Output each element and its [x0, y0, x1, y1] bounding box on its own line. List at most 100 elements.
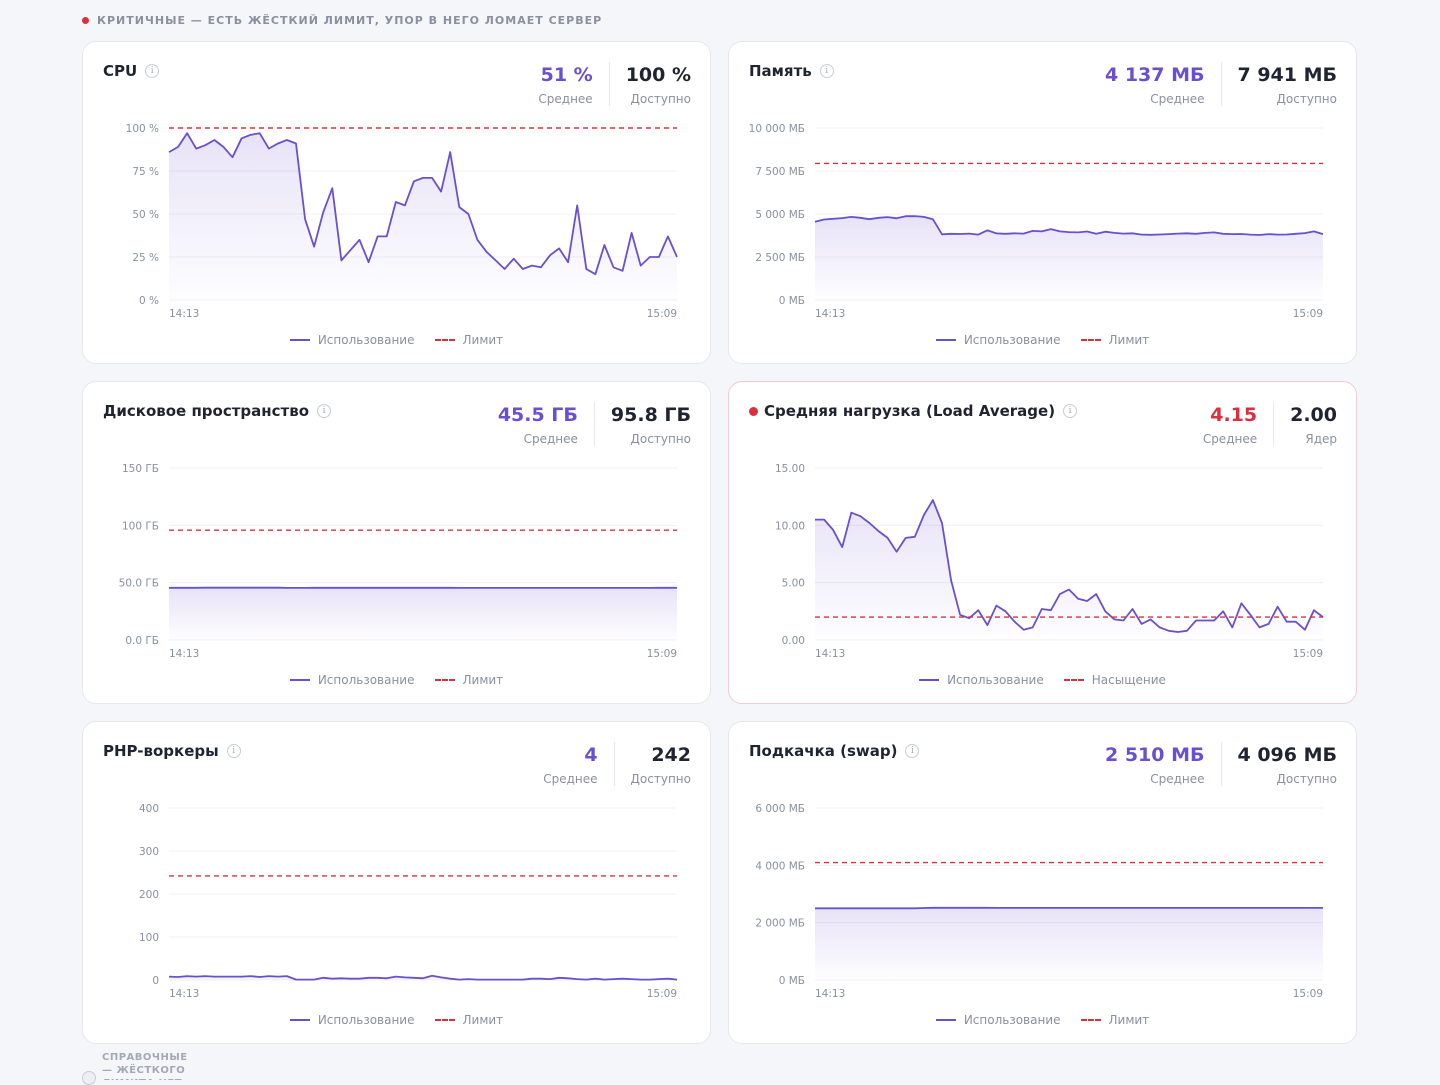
- legend-item-usage[interactable]: Использование: [290, 673, 415, 687]
- y-tick-label: 100 %: [126, 123, 159, 135]
- chart-legend: Использование Лимит: [729, 333, 1356, 347]
- y-tick-label: 200: [139, 889, 159, 901]
- usage-area: [815, 908, 1323, 980]
- legend-label-usage: Использование: [318, 1013, 415, 1027]
- y-tick-label: 7 500 МБ: [755, 166, 805, 178]
- legend-swatch-usage: [936, 1019, 956, 1021]
- y-tick-label: 50.0 ГБ: [119, 578, 159, 590]
- metric-card-load-average: Средняя нагрузка (Load Average) i 4.15 С…: [728, 381, 1357, 704]
- legend-label-limit: Лимит: [1109, 333, 1150, 347]
- legend-label-limit: Лимит: [1109, 1013, 1150, 1027]
- legend-label-limit: Лимит: [463, 673, 504, 687]
- legend-label-limit: Насыщение: [1092, 673, 1166, 687]
- critical-dot-icon: [82, 17, 89, 24]
- metric-card-memory: Память i 4 137 МБ Среднее 7 941 МБ Досту…: [728, 41, 1357, 364]
- footer-section-title: СПРАВОЧНЫЕ — ЖЁСТКОГО ЛИМИТА НЕТ: [102, 1051, 202, 1080]
- chart-legend: Использование Насыщение: [729, 673, 1356, 687]
- y-tick-label: 0 МБ: [779, 295, 805, 307]
- legend-swatch-usage: [290, 679, 310, 681]
- x-tick-label-end: 15:09: [647, 988, 677, 1000]
- x-tick-label-end: 15:09: [1293, 988, 1323, 1000]
- x-tick-label-start: 14:13: [169, 648, 199, 660]
- metric-card-swap: Подкачка (swap) i 2 510 МБ Среднее 4 096…: [728, 721, 1357, 1044]
- legend-item-limit[interactable]: Лимит: [435, 673, 504, 687]
- legend-item-limit[interactable]: Насыщение: [1064, 673, 1166, 687]
- legend-item-limit[interactable]: Лимит: [435, 1013, 504, 1027]
- metric-card-cpu: CPU i 51 % Среднее 100 % Доступно 0 %25 …: [82, 41, 711, 364]
- legend-swatch-usage: [936, 339, 956, 341]
- legend-item-usage[interactable]: Использование: [936, 333, 1061, 347]
- usage-chart[interactable]: 0 % 25 % 50 % 75 % 100 % 14:13 15:09: [83, 42, 710, 332]
- chart-legend: Использование Лимит: [83, 333, 710, 347]
- x-tick-label-end: 15:09: [647, 308, 677, 320]
- section-header-critical: КРИТИЧНЫЕ — ЕСТЬ ЖЁСТКИЙ ЛИМИТ, УПОР В Н…: [82, 12, 602, 28]
- legend-item-limit[interactable]: Лимит: [435, 333, 504, 347]
- legend-label-usage: Использование: [947, 673, 1044, 687]
- y-tick-label: 5.00: [782, 578, 805, 590]
- y-tick-label: 4 000 МБ: [755, 860, 805, 872]
- legend-swatch-limit: [1081, 1019, 1101, 1021]
- usage-chart[interactable]: 0.0 ГБ 50.0 ГБ 100 ГБ 150 ГБ 14:13 15:09: [83, 382, 710, 672]
- legend-item-usage[interactable]: Использование: [290, 333, 415, 347]
- legend-item-usage[interactable]: Использование: [936, 1013, 1061, 1027]
- y-tick-label: 100 ГБ: [122, 520, 159, 532]
- x-tick-label-start: 14:13: [169, 308, 199, 320]
- usage-chart[interactable]: 0.00 5.00 10.00 15.00 14:13 15:09: [729, 382, 1356, 672]
- y-tick-label: 6 000 МБ: [755, 803, 805, 815]
- y-tick-label: 100: [139, 932, 159, 944]
- y-tick-label: 0 МБ: [779, 975, 805, 987]
- x-tick-label-start: 14:13: [815, 648, 845, 660]
- chart-legend: Использование Лимит: [83, 1013, 710, 1027]
- legend-label-usage: Использование: [964, 1013, 1061, 1027]
- usage-area: [169, 588, 677, 640]
- y-tick-label: 15.00: [775, 463, 805, 475]
- legend-swatch-limit: [435, 679, 455, 681]
- y-tick-label: 0 %: [139, 295, 159, 307]
- usage-line: [815, 908, 1323, 909]
- chart-legend: Использование Лимит: [729, 1013, 1356, 1027]
- y-tick-label: 150 ГБ: [122, 463, 159, 475]
- y-tick-label: 25 %: [132, 252, 159, 264]
- y-tick-label: 0.0 ГБ: [125, 635, 159, 647]
- legend-item-limit[interactable]: Лимит: [1081, 333, 1150, 347]
- usage-chart[interactable]: 0 МБ 2 500 МБ 5 000 МБ 7 500 МБ 10 000 МБ 14:…: [729, 42, 1356, 332]
- x-tick-label-end: 15:09: [1293, 648, 1323, 660]
- collapse-toggle-icon[interactable]: [82, 1071, 96, 1085]
- y-tick-label: 0.00: [782, 635, 805, 647]
- x-tick-label-start: 14:13: [815, 308, 845, 320]
- y-tick-label: 50 %: [132, 209, 159, 221]
- legend-swatch-usage: [290, 1019, 310, 1021]
- legend-swatch-limit: [1081, 339, 1101, 341]
- legend-label-limit: Лимит: [463, 333, 504, 347]
- legend-swatch-usage: [919, 679, 939, 681]
- legend-item-usage[interactable]: Использование: [290, 1013, 415, 1027]
- legend-swatch-limit: [435, 1019, 455, 1021]
- usage-area: [815, 500, 1323, 640]
- x-tick-label-start: 14:13: [169, 988, 199, 1000]
- usage-area: [815, 216, 1323, 300]
- legend-swatch-limit: [1064, 679, 1084, 681]
- chart-legend: Использование Лимит: [83, 673, 710, 687]
- y-tick-label: 10.00: [775, 520, 805, 532]
- legend-label-limit: Лимит: [463, 1013, 504, 1027]
- legend-swatch-usage: [290, 339, 310, 341]
- legend-swatch-limit: [435, 339, 455, 341]
- y-tick-label: 75 %: [132, 166, 159, 178]
- legend-item-usage[interactable]: Использование: [919, 673, 1044, 687]
- y-tick-label: 5 000 МБ: [755, 209, 805, 221]
- y-tick-label: 0: [152, 975, 159, 987]
- x-tick-label-end: 15:09: [647, 648, 677, 660]
- section-title: КРИТИЧНЫЕ — ЕСТЬ ЖЁСТКИЙ ЛИМИТ, УПОР В Н…: [97, 14, 602, 27]
- y-tick-label: 10 000 МБ: [749, 123, 805, 135]
- metric-card-disk: Дисковое пространство i 45.5 ГБ Среднее …: [82, 381, 711, 704]
- y-tick-label: 400: [139, 803, 159, 815]
- y-tick-label: 2 000 МБ: [755, 918, 805, 930]
- legend-item-limit[interactable]: Лимит: [1081, 1013, 1150, 1027]
- legend-label-usage: Использование: [318, 333, 415, 347]
- y-tick-label: 2 500 МБ: [755, 252, 805, 264]
- x-tick-label-end: 15:09: [1293, 308, 1323, 320]
- usage-area: [169, 133, 677, 300]
